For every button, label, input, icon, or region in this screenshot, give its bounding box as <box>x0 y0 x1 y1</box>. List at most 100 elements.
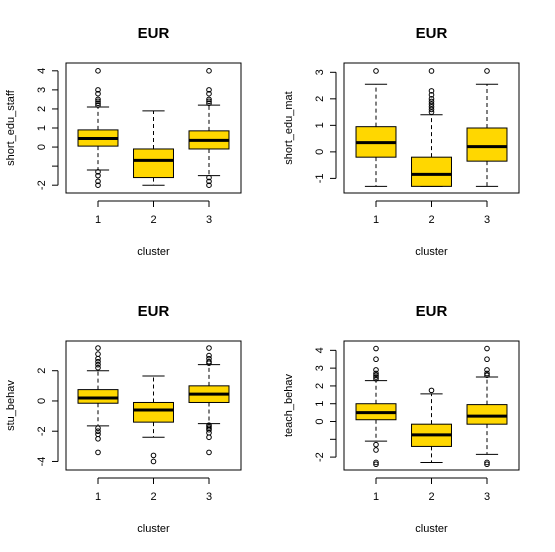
outlier-point-1-1-10 <box>95 182 101 188</box>
x-axis-label-4: cluster <box>415 523 448 535</box>
y-tick-label-3-2: 0 <box>36 398 48 404</box>
outlier-point-3-1-4 <box>95 361 101 368</box>
outlier-point-4-3-5 <box>484 459 490 466</box>
outlier-point-2-2-6 <box>428 103 435 110</box>
outlier-point-3-1-10 <box>95 449 101 456</box>
outlier-point-1-1-5 <box>95 100 101 107</box>
outlier-point-1-3-2 <box>206 90 212 97</box>
outlier-point-4-1-1 <box>373 356 379 363</box>
outlier-point-3-3-9 <box>206 429 212 436</box>
outlier-point-3-1-1 <box>95 351 101 357</box>
outlier-point-2-1-0 <box>373 68 379 74</box>
y-tick-label-3-0: -4 <box>36 457 48 467</box>
x-tick-label-4-1: 1 <box>373 491 379 503</box>
box-4-3 <box>466 404 508 425</box>
outlier-point-2-2-4 <box>428 98 435 105</box>
outlier-point-1-1-7 <box>95 169 101 175</box>
plot-frame-4 <box>343 340 520 471</box>
x-tick-label-2-1: 1 <box>373 214 379 226</box>
plot-frame-3 <box>65 340 242 471</box>
y-tick-label-3-3: 2 <box>36 368 48 374</box>
x-tick-label-4-3: 3 <box>484 491 490 503</box>
x-tick-label-2-2: 2 <box>428 214 434 226</box>
y-axis-label-1: short_edu_staff <box>5 89 17 166</box>
x-tick-label-3-1: 1 <box>95 491 101 503</box>
x-axis-label-3: cluster <box>137 523 170 535</box>
y-tick-label-1-3: 1 <box>36 125 48 131</box>
outlier-point-1-1-2 <box>95 90 101 97</box>
outlier-point-1-3-5 <box>206 100 212 107</box>
outlier-point-4-2-0 <box>428 387 435 394</box>
outlier-point-4-1-8 <box>373 447 379 453</box>
outlier-point-1-3-3 <box>206 96 212 103</box>
y-tick-label-3-1: -2 <box>36 426 48 436</box>
box-2-2 <box>411 156 452 187</box>
outlier-point-4-1-0 <box>373 345 379 352</box>
outlier-point-2-2-2 <box>428 92 435 98</box>
y-tick-label-4-0: -2 <box>314 452 326 462</box>
y-tick-label-4-2: 0 <box>314 418 326 424</box>
outlier-point-4-1-4 <box>373 372 379 379</box>
outlier-point-3-1-7 <box>95 428 101 435</box>
outlier-point-2-2-1 <box>428 88 435 94</box>
outlier-point-1-3-7 <box>206 178 212 185</box>
y-tick-label-2-3: 2 <box>314 96 326 102</box>
outlier-point-1-3-8 <box>206 182 212 188</box>
outlier-point-4-1-9 <box>373 459 379 466</box>
x-axis-label-2: cluster <box>415 246 448 258</box>
plot-frame-1 <box>65 62 242 194</box>
outlier-point-4-1-10 <box>373 461 379 468</box>
outlier-point-4-3-0 <box>484 345 490 352</box>
outlier-point-1-3-4 <box>206 98 212 105</box>
y-axis-label-4: teach_behav <box>283 374 295 437</box>
outlier-point-2-2-0 <box>428 68 435 74</box>
chart-title-4: EUR <box>416 303 448 320</box>
outlier-point-3-2-0 <box>150 452 157 459</box>
outlier-point-4-3-4 <box>484 372 490 379</box>
outlier-point-3-1-8 <box>95 431 101 438</box>
outlier-point-4-3-2 <box>484 367 490 373</box>
outlier-point-3-3-0 <box>206 345 212 351</box>
box-1-2 <box>133 148 174 179</box>
x-tick-label-1-1: 1 <box>95 214 101 226</box>
outlier-point-1-1-6 <box>95 102 101 108</box>
outlier-point-1-3-1 <box>206 87 212 93</box>
y-tick-label-2-1: 0 <box>314 149 326 155</box>
outlier-point-4-1-2 <box>373 367 379 373</box>
outlier-point-2-2-3 <box>428 96 435 102</box>
outlier-point-3-1-2 <box>95 355 101 362</box>
box-3-2 <box>133 401 174 423</box>
outlier-point-1-1-4 <box>95 98 101 105</box>
outlier-point-1-1-8 <box>95 172 101 179</box>
outlier-point-3-2-1 <box>150 458 157 465</box>
box-3-1 <box>77 389 119 404</box>
plot-frame-2 <box>343 62 520 194</box>
outlier-point-3-3-4 <box>206 360 212 366</box>
outlier-point-1-3-0 <box>206 68 212 74</box>
outlier-point-1-1-3 <box>95 96 101 103</box>
outlier-point-3-3-1 <box>206 352 212 359</box>
outlier-point-2-3-0 <box>484 68 490 74</box>
chart-title-2: EUR <box>416 25 448 42</box>
outlier-point-1-1-1 <box>95 87 101 93</box>
y-axis-label-2: short_edu_mat <box>283 91 295 164</box>
y-tick-label-1-6: 4 <box>36 68 48 74</box>
y-tick-label-4-6: 4 <box>314 347 326 353</box>
x-axis-label-1: cluster <box>137 246 170 258</box>
y-tick-label-2-0: -1 <box>314 174 326 184</box>
outlier-point-3-1-0 <box>95 345 101 351</box>
y-tick-label-2-4: 3 <box>314 69 326 75</box>
y-tick-label-4-3: 1 <box>314 401 326 407</box>
outlier-point-3-3-8 <box>206 426 212 433</box>
x-tick-label-1-2: 2 <box>150 214 156 226</box>
outlier-point-4-3-1 <box>484 356 490 363</box>
outlier-point-4-1-5 <box>373 374 379 380</box>
x-tick-label-2-3: 3 <box>484 214 490 226</box>
y-tick-label-2-2: 1 <box>314 122 326 128</box>
y-tick-label-4-4: 2 <box>314 383 326 389</box>
y-tick-label-1-5: 3 <box>36 87 48 93</box>
outlier-point-3-1-6 <box>95 425 101 431</box>
y-tick-label-4-5: 3 <box>314 365 326 371</box>
outlier-point-4-1-3 <box>373 370 379 377</box>
